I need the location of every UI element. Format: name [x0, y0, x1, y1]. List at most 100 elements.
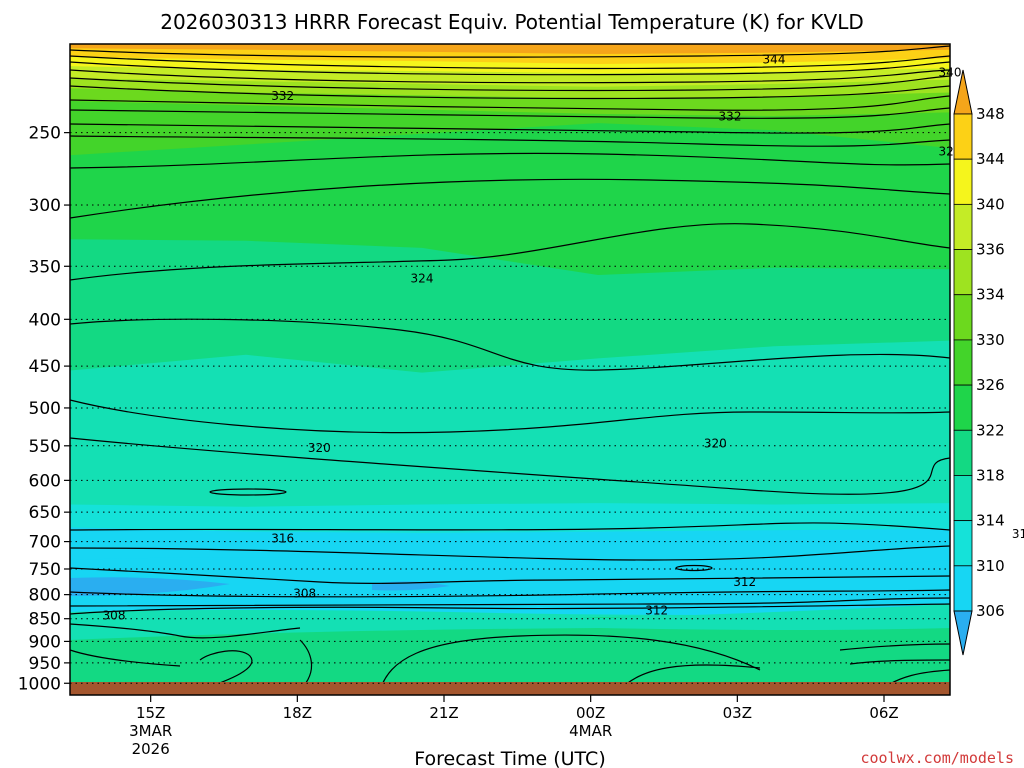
y-tick-label: 1000	[18, 674, 61, 694]
contour-label: 316	[1012, 527, 1024, 541]
contour-label: 316	[271, 532, 294, 546]
ground-strip	[70, 682, 950, 695]
y-axis: 250 300 350 400 450 500 550 600 650 700 750 800 8509…	[18, 124, 70, 694]
x-tick-label: 21Z	[429, 704, 458, 722]
y-tick-label: 300	[29, 196, 61, 216]
contour-line	[69, 399, 951, 434]
y-tick-label: 750	[29, 560, 61, 580]
colorbar-segment	[953, 475, 973, 522]
colorbar-segment	[953, 203, 973, 250]
colorbar-label: 322	[976, 421, 1005, 439]
contour-label: 324	[411, 272, 434, 286]
colorbar-label: 326	[976, 376, 1005, 394]
contour-line	[69, 318, 951, 371]
y-tick-label: 550	[29, 437, 61, 457]
x-tick-date: 4MAR	[569, 722, 612, 740]
colorbar-label: 344	[976, 150, 1005, 168]
colorbar-segment	[953, 339, 973, 386]
contour-line	[69, 107, 951, 119]
plot-area	[70, 44, 950, 696]
colorbar-label: 310	[976, 557, 1005, 575]
colorbar-label: 348	[976, 105, 1005, 123]
colorbar-segment	[953, 384, 973, 431]
colorbar-label: 340	[976, 195, 1005, 213]
low-theta-band	[70, 557, 950, 615]
contour-line	[69, 545, 951, 561]
contour-line	[849, 659, 951, 665]
contour-line	[69, 522, 951, 531]
y-tick-label: 600	[29, 471, 61, 491]
y-tick-label: 800	[29, 586, 61, 606]
chart-title: 2026030313 HRRR Forecast Equiv. Potentia…	[160, 10, 864, 34]
y-tick-label: 450	[29, 357, 61, 377]
boundary-layer-band	[70, 628, 950, 695]
contour-label: 308	[103, 608, 126, 622]
contour-line	[69, 589, 951, 598]
contour-line	[69, 61, 951, 76]
contour-line	[69, 85, 951, 100]
contour-line	[69, 623, 301, 639]
contour-label: 320	[308, 441, 331, 455]
y-tick-label: 900	[29, 632, 61, 652]
contour-line	[69, 152, 951, 169]
contour-label: 312	[733, 575, 756, 589]
colorbar-label: 336	[976, 241, 1005, 259]
colorbar-label: 330	[976, 331, 1005, 349]
contour-line	[69, 75, 951, 92]
contour-line	[69, 223, 951, 281]
x-tick-label: 00Z	[576, 704, 605, 722]
contour-label: 308	[293, 587, 316, 601]
colorbar-segment	[953, 610, 973, 656]
colorbar-segment	[953, 429, 973, 476]
contour-line	[379, 634, 761, 691]
contour-line	[69, 123, 951, 134]
ground-layer	[70, 682, 950, 695]
y-tick-label: 350	[29, 257, 61, 277]
y-tick-label: 700	[29, 533, 61, 553]
colorbar-segment	[953, 158, 973, 205]
contour-line	[69, 603, 951, 615]
contour-label: 320	[704, 437, 727, 451]
x-tick-date: 3MAR	[129, 722, 172, 740]
contour-line	[69, 178, 951, 219]
colorbar: 348 344 340 336 334 330 326 322 318 314 310 306	[953, 69, 1005, 656]
colorbar-label: 314	[976, 512, 1005, 530]
contour-line	[199, 650, 253, 691]
credit-text: coolwx.com/models	[860, 749, 1014, 767]
contour-label: 332	[719, 109, 742, 123]
contour-line	[69, 55, 951, 70]
contour-label: 344	[763, 53, 786, 67]
contour-label: 312	[645, 604, 668, 618]
y-tick-label: 850	[29, 610, 61, 630]
contour-line	[69, 649, 181, 667]
x-tick-label: 03Z	[723, 704, 752, 722]
colorbar-segment	[953, 565, 973, 612]
contour-line	[209, 488, 287, 496]
low-theta-core	[372, 581, 450, 591]
y-tick-label: 500	[29, 399, 61, 419]
x-axis-title: Forecast Time (UTC)	[414, 748, 605, 768]
gridlines	[70, 132, 950, 684]
x-tick-label: 06Z	[869, 704, 898, 722]
contour-line	[675, 564, 713, 572]
colorbar-label: 334	[976, 286, 1005, 304]
colorbar-segment	[953, 520, 973, 567]
contour-line	[69, 45, 951, 58]
x-tick-label: 18Z	[283, 704, 312, 722]
contour-label: 332	[271, 89, 294, 103]
contour-line	[69, 95, 951, 111]
x-tick-label: 15Z	[136, 704, 165, 722]
colorbar-segment	[953, 113, 973, 160]
y-tick-label: 400	[29, 310, 61, 330]
x-tick-year: 2026	[132, 740, 170, 758]
colorbar-segment	[953, 249, 973, 296]
plot-frame	[69, 43, 951, 696]
y-tick-label: 650	[29, 503, 61, 523]
contour-line	[839, 643, 951, 651]
colorbar-segment	[953, 294, 973, 341]
contour-line	[69, 69, 951, 84]
y-tick-label: 250	[29, 124, 61, 144]
contour-line	[69, 437, 951, 495]
